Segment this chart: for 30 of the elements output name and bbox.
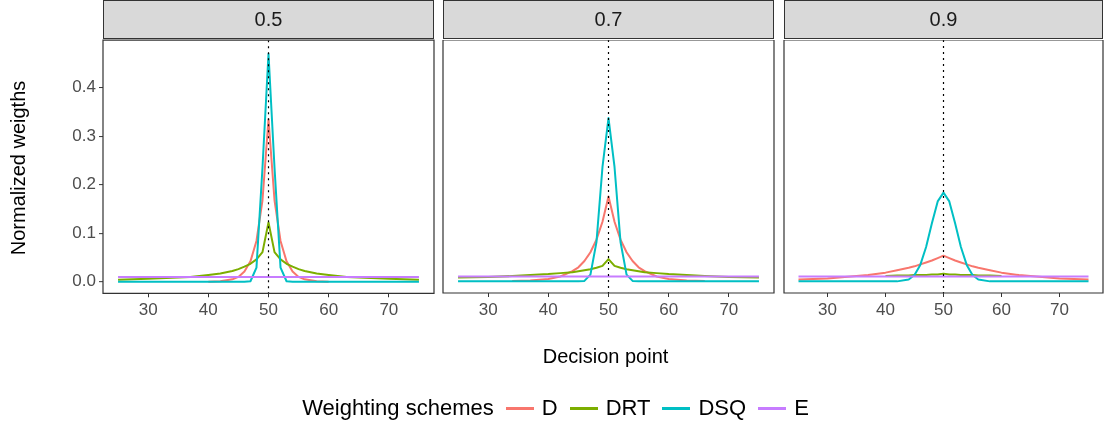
x-tick-label: 70 — [1050, 299, 1069, 319]
y-axis-title: Normalized weigths — [6, 80, 30, 256]
chart-title: 0.9 — [784, 0, 1103, 39]
x-tick-label: 40 — [876, 299, 895, 319]
legend-label: DSQ — [698, 395, 747, 421]
x-tick-label: 70 — [379, 300, 399, 320]
x-tick-label: 60 — [319, 300, 339, 320]
x-tick-label: 60 — [659, 299, 679, 319]
chart-title: 0.5 — [103, 0, 434, 39]
y-tick-label: 0.3 — [72, 125, 96, 145]
y-tick-label: 0.0 — [72, 271, 96, 291]
x-tick-label: 50 — [259, 300, 278, 320]
legend-label: E — [794, 395, 809, 421]
x-tick-label: 50 — [934, 299, 953, 319]
x-tick-label: 30 — [138, 300, 158, 320]
x-tick-label: 40 — [538, 299, 558, 319]
x-tick-label: 50 — [599, 299, 618, 319]
chart-title: 0.7 — [443, 0, 774, 39]
x-tick-label: 70 — [719, 299, 739, 319]
legend-title: Weighting schemes — [302, 395, 494, 421]
y-tick-label: 0.2 — [72, 174, 96, 194]
x-tick-label: 30 — [818, 299, 837, 319]
y-tick-label: 0.4 — [72, 77, 96, 97]
x-tick-label: 60 — [992, 299, 1011, 319]
x-axis-title: Decision point — [541, 345, 670, 368]
legend-label: D — [541, 395, 558, 421]
x-tick-label: 40 — [198, 300, 218, 320]
x-tick-label: 30 — [478, 299, 498, 319]
y-tick-label: 0.1 — [72, 222, 96, 242]
legend-label: DRT — [605, 395, 651, 421]
